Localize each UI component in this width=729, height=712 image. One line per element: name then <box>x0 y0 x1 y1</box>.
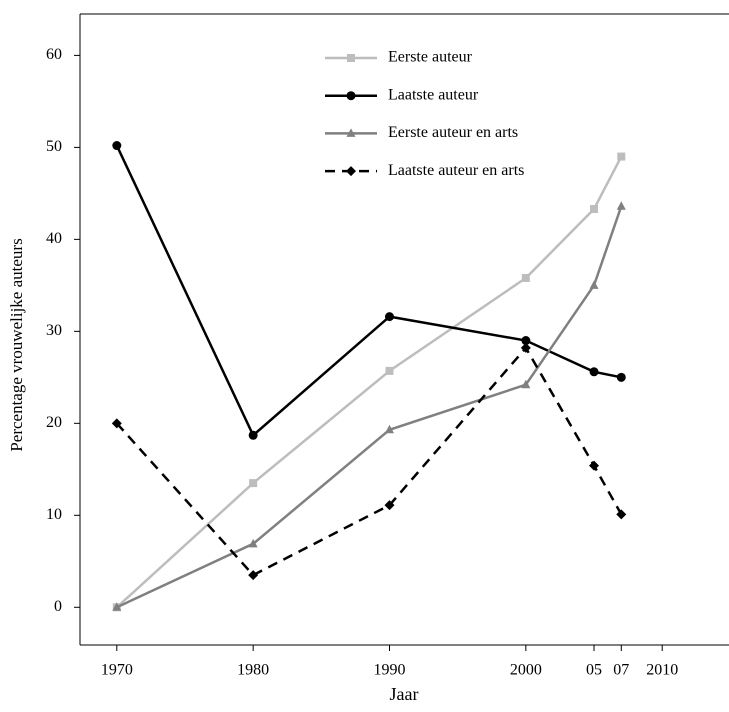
x-tick-label: 1990 <box>374 662 406 679</box>
series-line <box>115 155 623 609</box>
marker <box>112 602 122 611</box>
marker <box>249 479 258 488</box>
y-tick-label: 10 <box>46 506 62 523</box>
marker <box>112 141 122 151</box>
marker <box>385 424 395 434</box>
marker <box>346 128 356 137</box>
y-tick-label: 20 <box>46 414 62 431</box>
legend-label: Eerste auteur en arts <box>388 124 518 141</box>
marker <box>111 418 122 429</box>
marker <box>347 54 355 62</box>
y-tick-label: 40 <box>46 230 62 247</box>
marker <box>248 570 259 581</box>
y-tick-label: 50 <box>46 138 62 155</box>
y-axis-label: Percentage vrouwelijke auteurs <box>7 238 26 451</box>
marker <box>590 205 599 214</box>
series-line <box>115 345 623 577</box>
marker <box>384 500 395 511</box>
marker <box>521 336 531 346</box>
marker <box>617 152 626 161</box>
marker <box>616 372 626 382</box>
x-tick-label: 05 <box>586 662 602 679</box>
marker <box>248 430 258 440</box>
marker <box>346 91 356 101</box>
marker <box>521 379 531 389</box>
marker <box>248 538 258 548</box>
marker <box>385 366 394 375</box>
marker <box>616 201 626 210</box>
marker <box>589 280 599 289</box>
x-tick-label: 2000 <box>510 662 542 679</box>
x-tick-label: 07 <box>613 662 629 679</box>
legend-label: Laatste auteur en arts <box>388 162 524 179</box>
x-tick-label: 2010 <box>646 662 678 679</box>
y-tick-label: 0 <box>54 598 62 615</box>
marker <box>521 273 530 282</box>
x-tick-label: 1980 <box>237 662 269 679</box>
marker <box>589 367 599 377</box>
marker <box>346 166 356 177</box>
x-axis-label: Jaar <box>390 684 419 704</box>
legend-label: Laatste auteur <box>388 86 479 103</box>
y-tick-label: 30 <box>46 322 62 339</box>
marker <box>520 342 531 353</box>
marker <box>589 460 600 471</box>
y-tick-label: 60 <box>46 46 62 63</box>
marker <box>385 312 395 322</box>
marker <box>616 509 627 520</box>
x-tick-label: 1970 <box>101 662 133 679</box>
series-line <box>116 205 623 609</box>
legend-label: Eerste auteur <box>388 49 473 66</box>
series-line <box>115 145 622 438</box>
